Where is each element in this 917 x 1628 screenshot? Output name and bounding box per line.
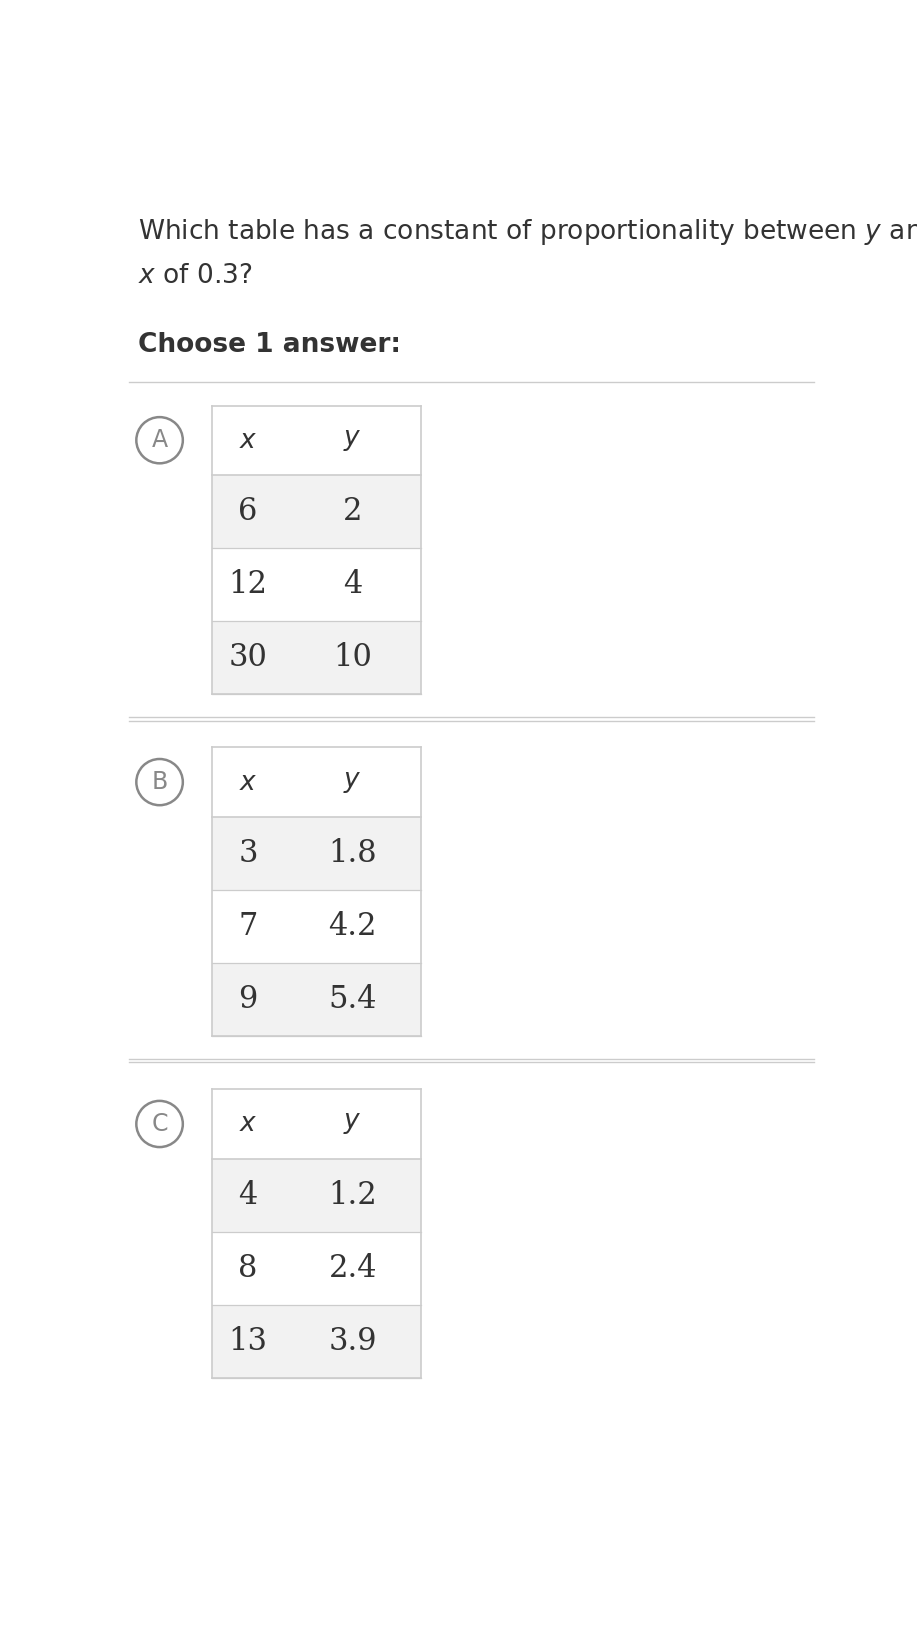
Text: 1.2: 1.2	[328, 1180, 377, 1211]
FancyBboxPatch shape	[212, 475, 421, 549]
Text: C: C	[151, 1112, 168, 1136]
Text: 12: 12	[228, 570, 268, 601]
FancyBboxPatch shape	[212, 405, 421, 475]
Text: $y$: $y$	[344, 1112, 362, 1136]
Text: $y$: $y$	[344, 428, 362, 453]
Text: A: A	[151, 428, 168, 453]
Text: 13: 13	[228, 1325, 268, 1358]
Text: Which table has a constant of proportionality between $y$ and: Which table has a constant of proportion…	[138, 217, 917, 247]
Text: $x$: $x$	[238, 770, 258, 794]
Text: 4.2: 4.2	[328, 912, 377, 943]
Text: B: B	[151, 770, 168, 794]
FancyBboxPatch shape	[212, 549, 421, 622]
FancyBboxPatch shape	[212, 1089, 421, 1159]
Text: 30: 30	[228, 641, 268, 674]
FancyBboxPatch shape	[212, 891, 421, 964]
FancyBboxPatch shape	[212, 622, 421, 694]
FancyBboxPatch shape	[212, 1159, 421, 1232]
Text: Choose 1 answer:: Choose 1 answer:	[138, 332, 401, 358]
Text: 6: 6	[238, 497, 258, 527]
Text: 9: 9	[238, 983, 258, 1016]
Text: $x$ of 0.3?: $x$ of 0.3?	[138, 264, 252, 290]
Text: 5.4: 5.4	[328, 983, 377, 1016]
Text: 8: 8	[238, 1254, 258, 1284]
FancyBboxPatch shape	[212, 747, 421, 817]
FancyBboxPatch shape	[212, 1306, 421, 1377]
Text: 3: 3	[238, 838, 258, 869]
Text: 2: 2	[343, 497, 362, 527]
Text: 4: 4	[343, 570, 362, 601]
Text: 3.9: 3.9	[328, 1325, 377, 1358]
Text: 1.8: 1.8	[328, 838, 377, 869]
FancyBboxPatch shape	[212, 964, 421, 1035]
Text: 4: 4	[238, 1180, 258, 1211]
Text: $y$: $y$	[344, 770, 362, 794]
Text: $x$: $x$	[238, 1112, 258, 1136]
Text: $x$: $x$	[238, 428, 258, 453]
FancyBboxPatch shape	[212, 817, 421, 891]
Text: 10: 10	[333, 641, 372, 674]
Text: 7: 7	[238, 912, 258, 943]
Text: 2.4: 2.4	[328, 1254, 377, 1284]
FancyBboxPatch shape	[212, 1232, 421, 1306]
